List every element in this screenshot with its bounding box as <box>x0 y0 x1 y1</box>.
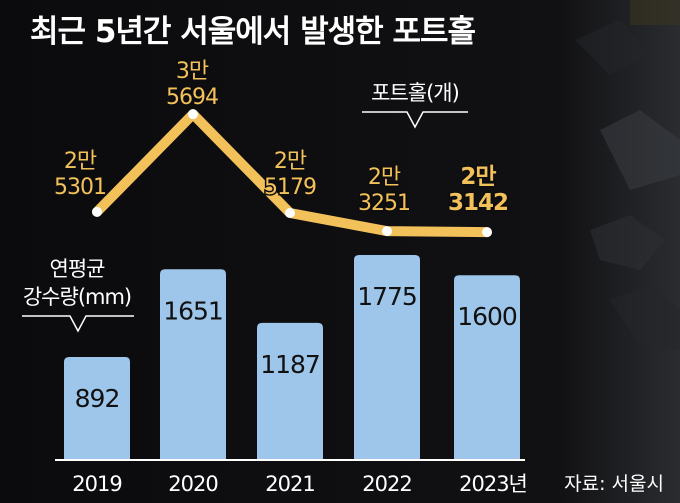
x-axis: 2019 2020 2021 2022 2023년 <box>55 459 528 496</box>
bar-3 <box>354 254 420 460</box>
line-callout-pointer <box>362 111 468 129</box>
line-point-4 <box>482 227 492 238</box>
x-tick-label-1: 2020 <box>168 472 217 496</box>
x-tick-label-0: 2019 <box>72 472 121 496</box>
line-value-label-0-0: 2만 <box>64 149 97 174</box>
line-value-label-3-1: 3251 <box>358 191 410 216</box>
source-note: 자료: 서울시 <box>564 473 664 495</box>
line-value-label-0-1: 5301 <box>54 175 106 200</box>
bar-value-label-1: 1651 <box>163 296 223 325</box>
line-point-3 <box>382 226 392 237</box>
line-value-label-2-1: 5179 <box>264 175 316 200</box>
background-photo-debris <box>575 0 680 350</box>
line-value-label-1-0: 3만 <box>176 59 209 84</box>
line-value-label-4-1: 3142 <box>448 190 508 216</box>
bar-series: 892 1651 1187 1775 1600 <box>64 254 520 460</box>
bar-value-label-2: 1187 <box>260 350 320 379</box>
line-value-label-3-0: 2만 <box>368 165 401 190</box>
bar-value-label-4: 1600 <box>457 302 517 331</box>
line-point-2 <box>285 208 295 218</box>
line-series-callout: 포트홀(개) <box>371 81 459 105</box>
line-point-0 <box>92 206 102 217</box>
line-point-1 <box>188 109 198 120</box>
line-value-label-1-1: 5694 <box>166 85 218 110</box>
x-tick-label-2: 2021 <box>265 472 314 496</box>
line-value-label-4-0: 2만 <box>460 164 496 190</box>
line-value-label-2-0: 2만 <box>274 149 307 174</box>
bar-1 <box>160 269 226 460</box>
chart-title: 최근 5년간 서울에서 발생한 포트홀 <box>30 14 476 50</box>
x-tick-label-3: 2022 <box>362 472 411 496</box>
bar-series-callout-line-2: 강수량(mm) <box>23 285 131 309</box>
bar-value-label-3: 1775 <box>357 282 417 311</box>
bar-callout-pointer <box>22 315 134 333</box>
bar-value-label-0: 892 <box>75 384 120 413</box>
x-tick-label-4: 2023년 <box>459 472 527 496</box>
bar-4 <box>454 275 520 460</box>
bar-0 <box>64 356 130 460</box>
bar-series-callout-line-1: 연평균 <box>50 257 106 281</box>
bar-2 <box>257 322 323 460</box>
